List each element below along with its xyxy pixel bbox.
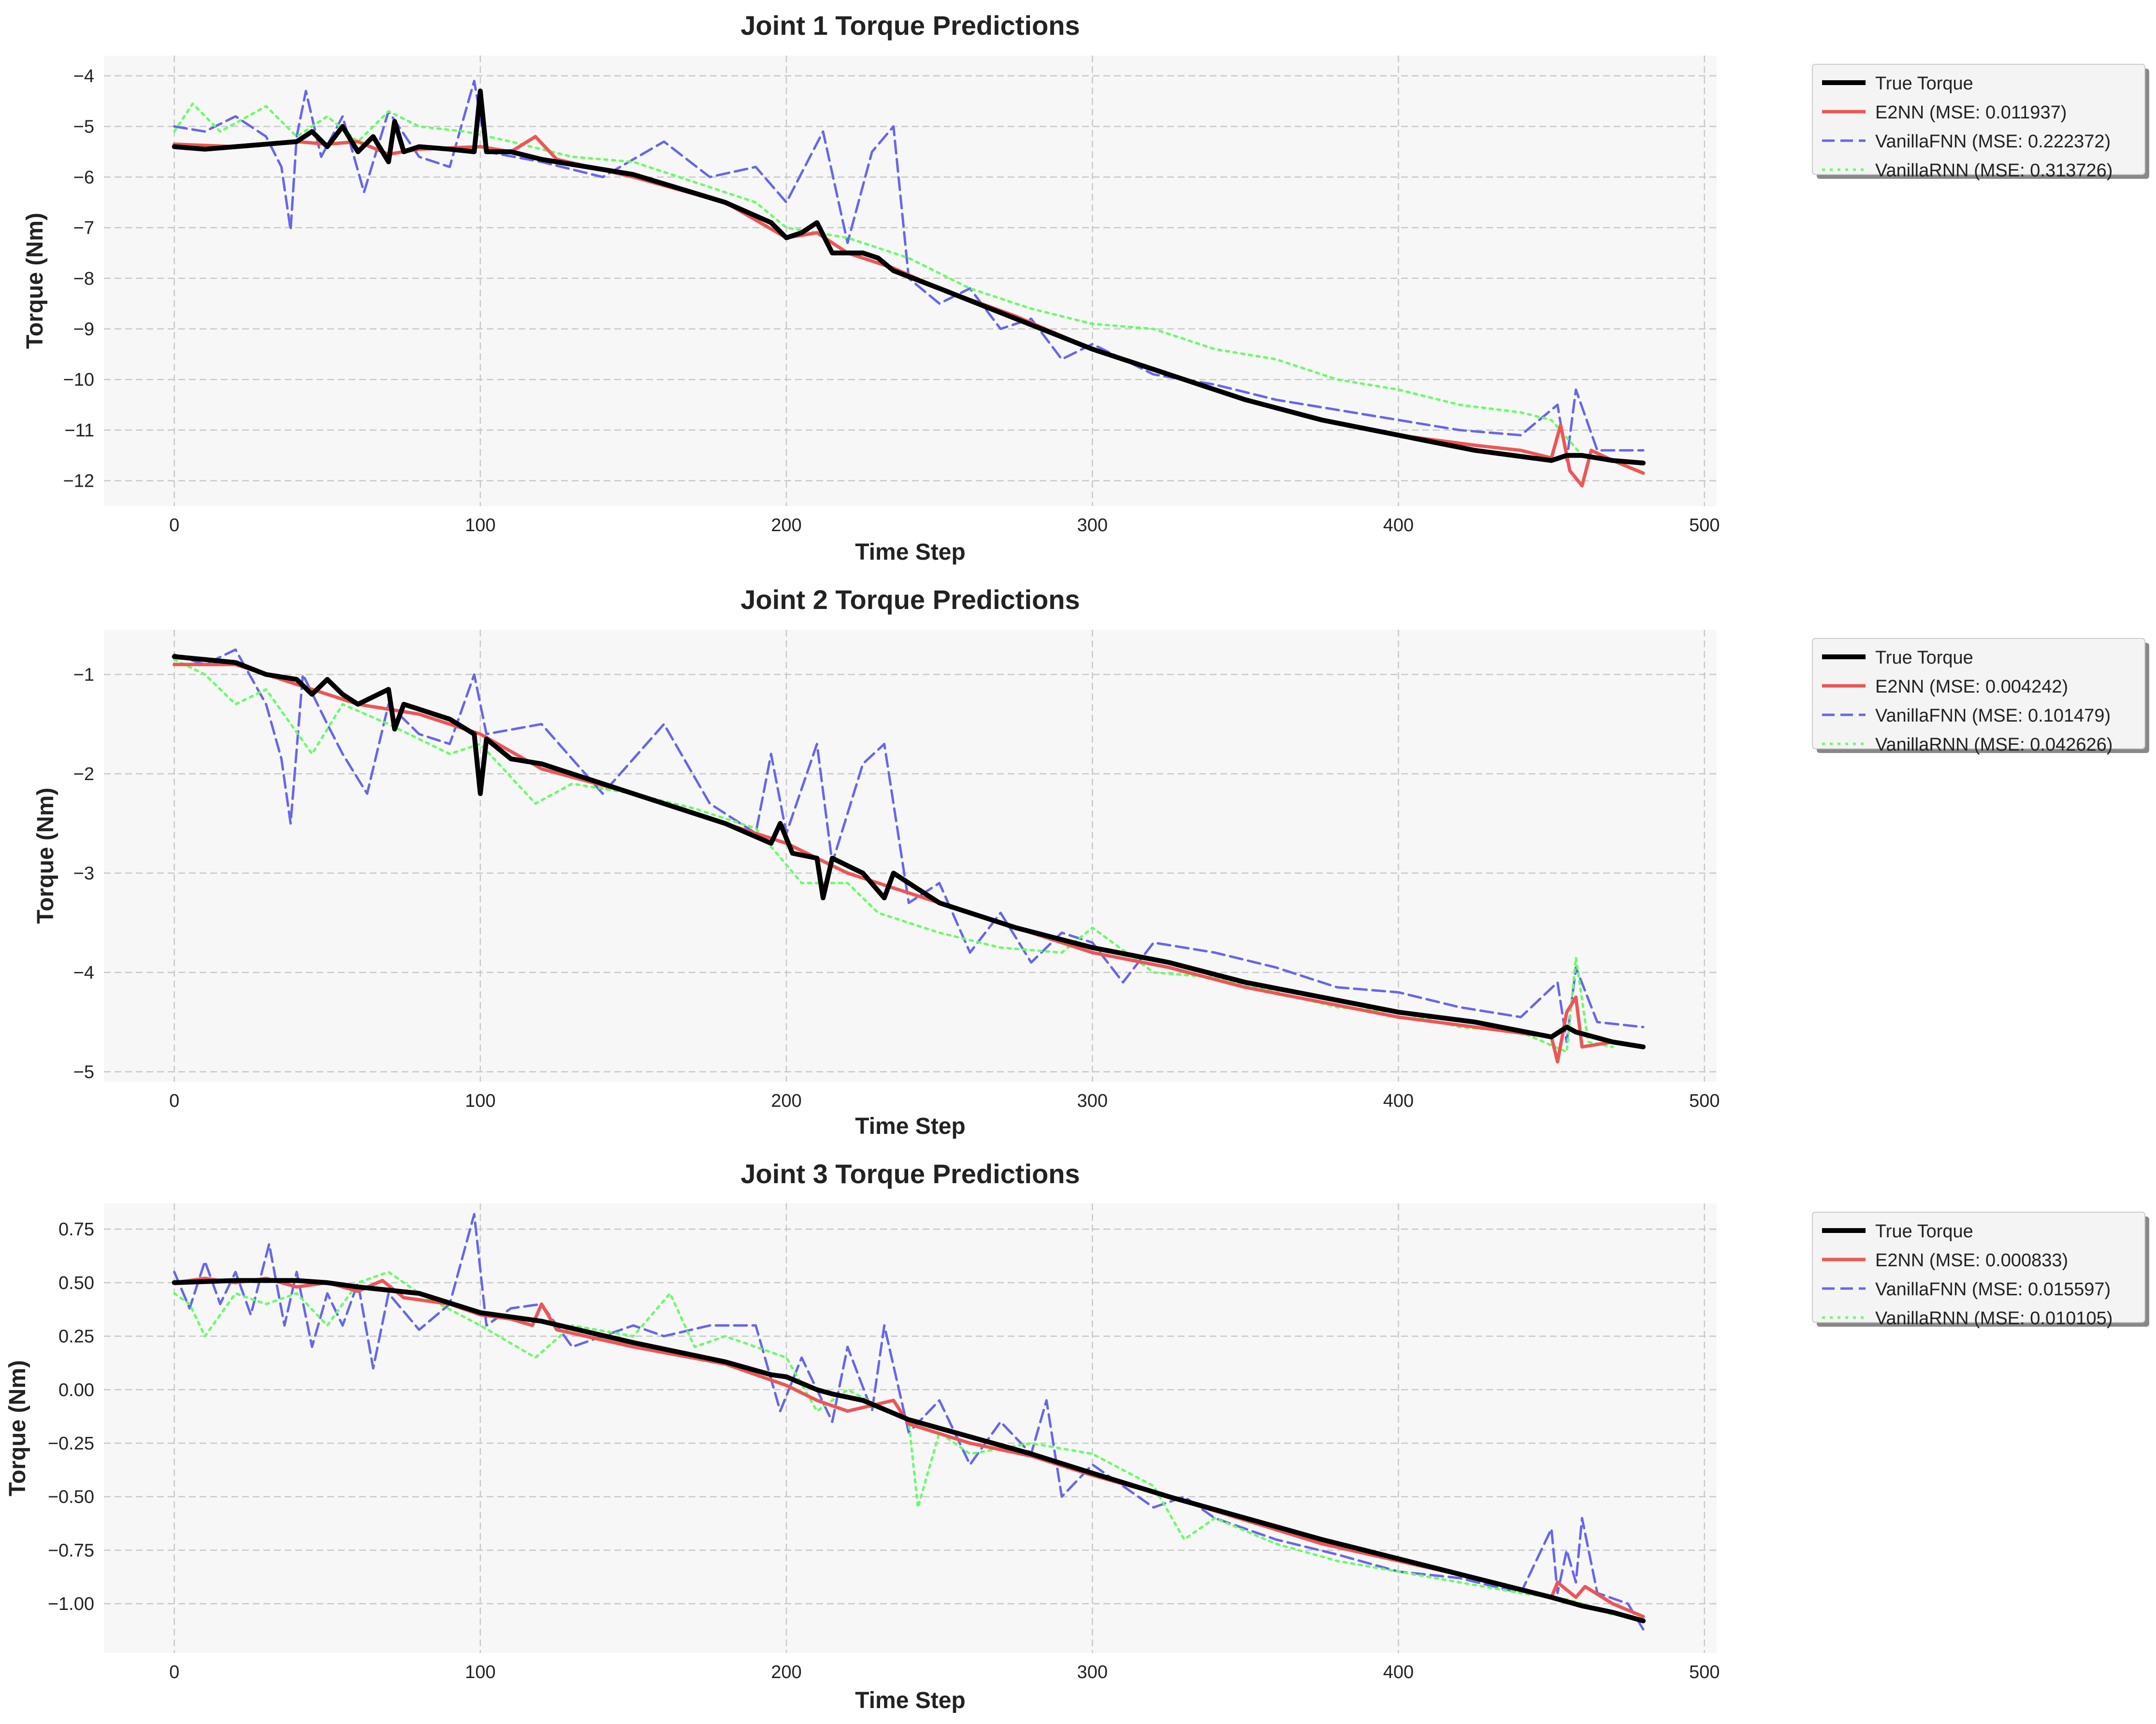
x-tick-label: 300	[1077, 1091, 1108, 1111]
x-tick-label: 400	[1383, 1662, 1414, 1682]
legend-entry: True Torque	[1875, 648, 1973, 668]
series-line-vanillarnn	[173, 102, 1614, 462]
x-tick-label: 0	[169, 1091, 179, 1111]
y-tick-label: −7	[73, 218, 94, 238]
y-tick-label: −0.25	[48, 1434, 94, 1454]
y-tick-label: −8	[73, 269, 94, 289]
x-tick-label: 100	[465, 1091, 495, 1111]
x-tick-label: 100	[465, 1662, 495, 1682]
y-tick-label: 0.75	[58, 1219, 94, 1240]
series-line-vanillafnn	[173, 79, 1645, 462]
x-tick-label: 200	[771, 1091, 801, 1111]
y-tick-label: −5	[73, 1062, 94, 1082]
legend-box	[1812, 64, 2145, 175]
x-tick-label: 500	[1689, 1091, 1720, 1111]
legend: True Torque E2NN (MSE: 0.011937) VanillaFN…	[1812, 64, 2149, 181]
legend-entry: True Torque	[1875, 73, 1973, 94]
x-axis-label: Time Step	[855, 1688, 966, 1713]
y-tick-label: −0.75	[48, 1540, 94, 1561]
legend-entry: E2NN (MSE: 0.004242)	[1875, 677, 2068, 697]
legend-box	[1812, 1212, 2145, 1323]
x-tick-label: 300	[1077, 515, 1108, 536]
series-line-vanillafnn	[173, 648, 1645, 1043]
x-tick-label: 100	[465, 515, 495, 536]
y-tick-label: −9	[73, 319, 94, 339]
legend-entry: VanillaRNN (MSE: 0.010105)	[1875, 1308, 2113, 1329]
x-tick-label: 0	[169, 1662, 179, 1682]
y-tick-label: 0.00	[58, 1380, 94, 1400]
x-tick-label: 300	[1077, 1662, 1108, 1682]
legend-entry: True Torque	[1875, 1221, 1973, 1242]
x-tick-label: 200	[771, 515, 801, 536]
y-axis-label: Torque (Nm)	[5, 1360, 30, 1496]
joint-3-torque-chart: 0 100 200 300 400 500 0.75 0.50 0.25 0.00 −0.25 −0.…	[5, 1159, 2149, 1713]
legend: True Torque E2NN (MSE: 0.004242) VanillaFN…	[1812, 638, 2149, 755]
y-tick-label: −1.00	[48, 1594, 94, 1614]
legend-box	[1812, 638, 2145, 749]
x-tick-label: 400	[1383, 515, 1414, 536]
y-tick-label: −1	[73, 665, 94, 685]
y-axis-label: Torque (Nm)	[22, 213, 48, 349]
legend-entry: VanillaFNN (MSE: 0.015597)	[1875, 1279, 2111, 1300]
series-line-vanillarnn	[173, 1271, 1614, 1616]
y-tick-label: −12	[63, 471, 94, 492]
x-tick-label: 200	[771, 1662, 801, 1682]
legend-entry: E2NN (MSE: 0.011937)	[1875, 102, 2067, 123]
legend-entry: VanillaRNN (MSE: 0.313726)	[1875, 160, 2113, 181]
x-tick-label: 400	[1383, 1091, 1414, 1111]
y-tick-label: −3	[73, 863, 94, 884]
series-line-true	[172, 1278, 1646, 1623]
series-line-true	[172, 88, 1646, 465]
x-axis-label: Time Step	[855, 539, 966, 565]
y-tick-label: −4	[73, 66, 94, 87]
x-tick-label: 500	[1689, 1662, 1720, 1682]
y-tick-label: −10	[63, 370, 94, 390]
series-line-true	[172, 654, 1646, 1050]
y-tick-label: −0.50	[48, 1487, 94, 1507]
legend-entry: VanillaFNN (MSE: 0.222372)	[1875, 131, 2111, 152]
y-tick-label: 0.50	[58, 1273, 94, 1293]
chart-title: Joint 3 Torque Predictions	[740, 1159, 1080, 1189]
legend: True Torque E2NN (MSE: 0.000833) VanillaFN…	[1812, 1212, 2149, 1329]
y-tick-label: 0.25	[58, 1327, 94, 1347]
legend-entry: E2NN (MSE: 0.000833)	[1875, 1250, 2068, 1271]
joint-1-torque-chart: 0 100 200 300 400 500 −12 −11 −10 −9 −8 −7 −6 −5 −4 Joi…	[22, 10, 2149, 565]
y-tick-label: −2	[73, 764, 94, 784]
x-tick-label: 500	[1689, 515, 1720, 536]
x-tick-label: 0	[169, 515, 179, 536]
chart-title: Joint 2 Torque Predictions	[740, 584, 1080, 615]
legend-entry: VanillaRNN (MSE: 0.042626)	[1875, 735, 2113, 755]
joint-2-torque-chart: 0 100 200 300 400 500 −5 −4 −3 −2 −1 Joint 2 Torque…	[33, 584, 2149, 1139]
y-tick-label: −6	[73, 167, 94, 188]
x-axis-label: Time Step	[855, 1114, 966, 1139]
chart-title: Joint 1 Torque Predictions	[740, 10, 1080, 41]
y-tick-label: −4	[73, 963, 94, 983]
series-line-vanillafnn	[173, 1213, 1645, 1631]
legend-entry: VanillaFNN (MSE: 0.101479)	[1875, 706, 2111, 726]
y-tick-label: −5	[73, 117, 94, 137]
y-tick-label: −11	[64, 420, 94, 441]
y-axis-label: Torque (Nm)	[33, 788, 58, 924]
